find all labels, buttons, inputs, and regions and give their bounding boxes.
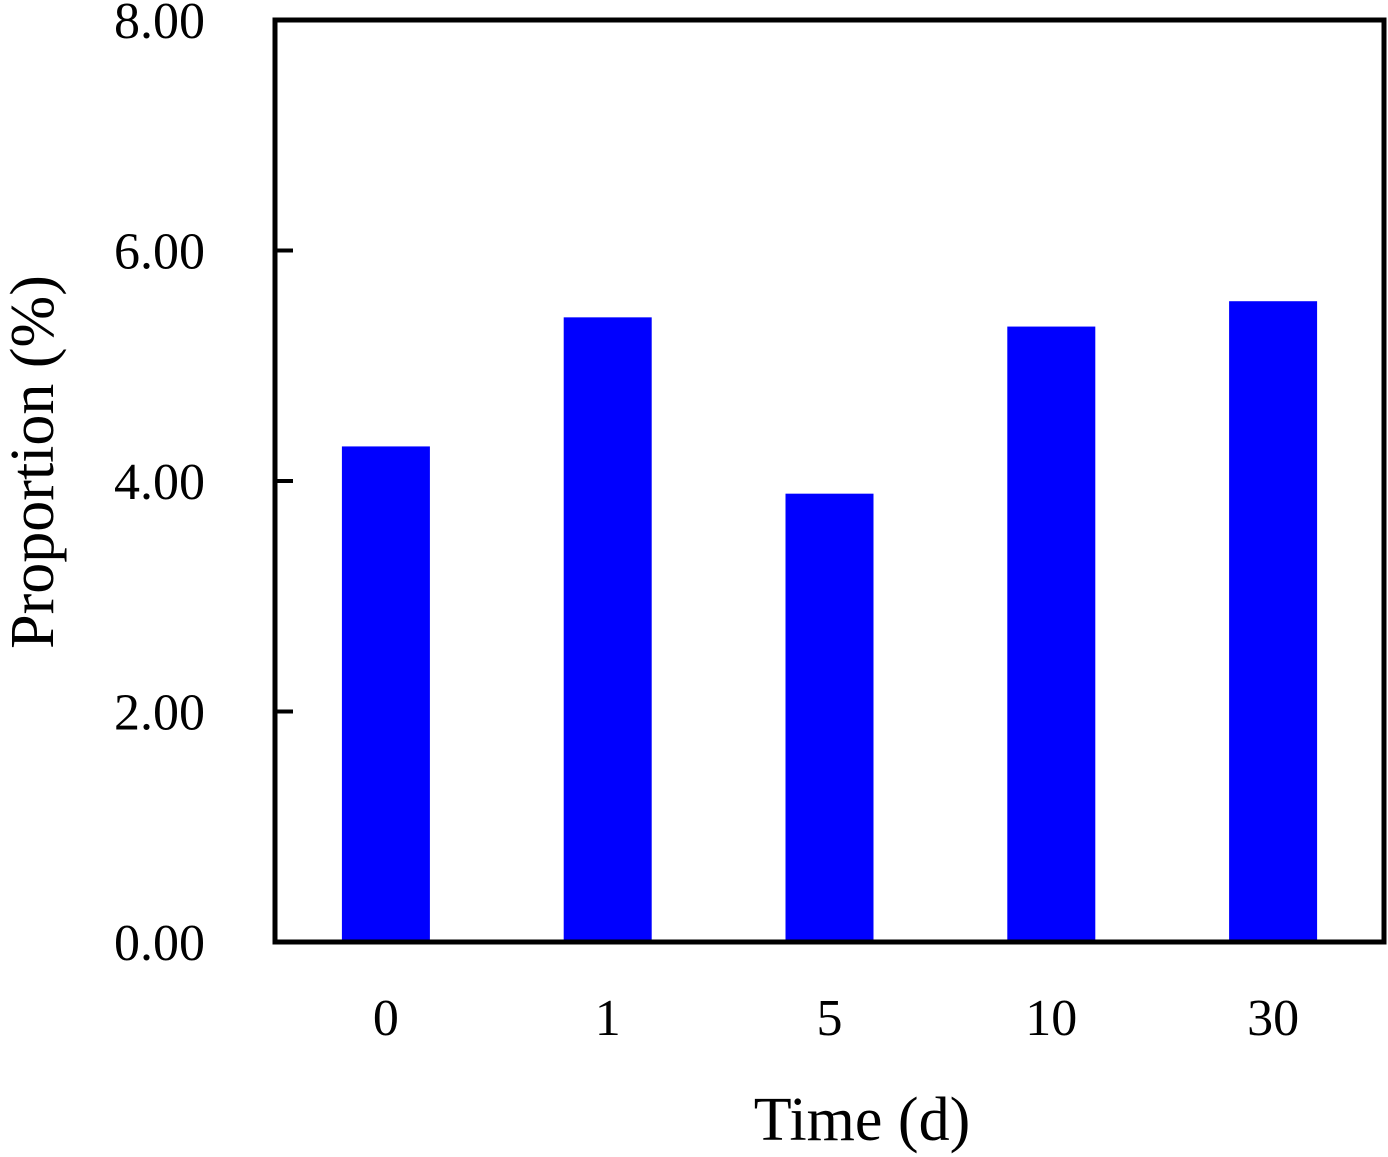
y-axis-ticks: 0.00 2.00 4.00 6.00 8.00 — [114, 0, 293, 972]
y-tick-label: 0.00 — [114, 915, 205, 972]
y-tick-label: 4.00 — [114, 454, 205, 511]
x-tick-label: 10 — [1025, 990, 1077, 1047]
bar-5 — [785, 493, 874, 942]
y-tick-label: 2.00 — [114, 685, 205, 742]
y-tick-label: 6.00 — [114, 224, 205, 281]
bars-group — [341, 301, 1318, 943]
bar-30 — [1229, 301, 1318, 943]
bar-10 — [1007, 326, 1096, 942]
y-tick-label: 8.00 — [114, 0, 205, 50]
x-tick-label: 5 — [817, 990, 843, 1047]
x-tick-label: 30 — [1247, 990, 1299, 1047]
x-tick-label: 1 — [595, 990, 621, 1047]
x-axis-ticks: 0 1 5 10 30 — [373, 990, 1299, 1047]
bar-0 — [341, 446, 430, 942]
x-tick-label: 0 — [373, 990, 399, 1047]
x-axis-title: Time (d) — [754, 1086, 970, 1154]
bar-1 — [563, 317, 652, 943]
y-axis-title: Proportion (%) — [0, 275, 67, 649]
